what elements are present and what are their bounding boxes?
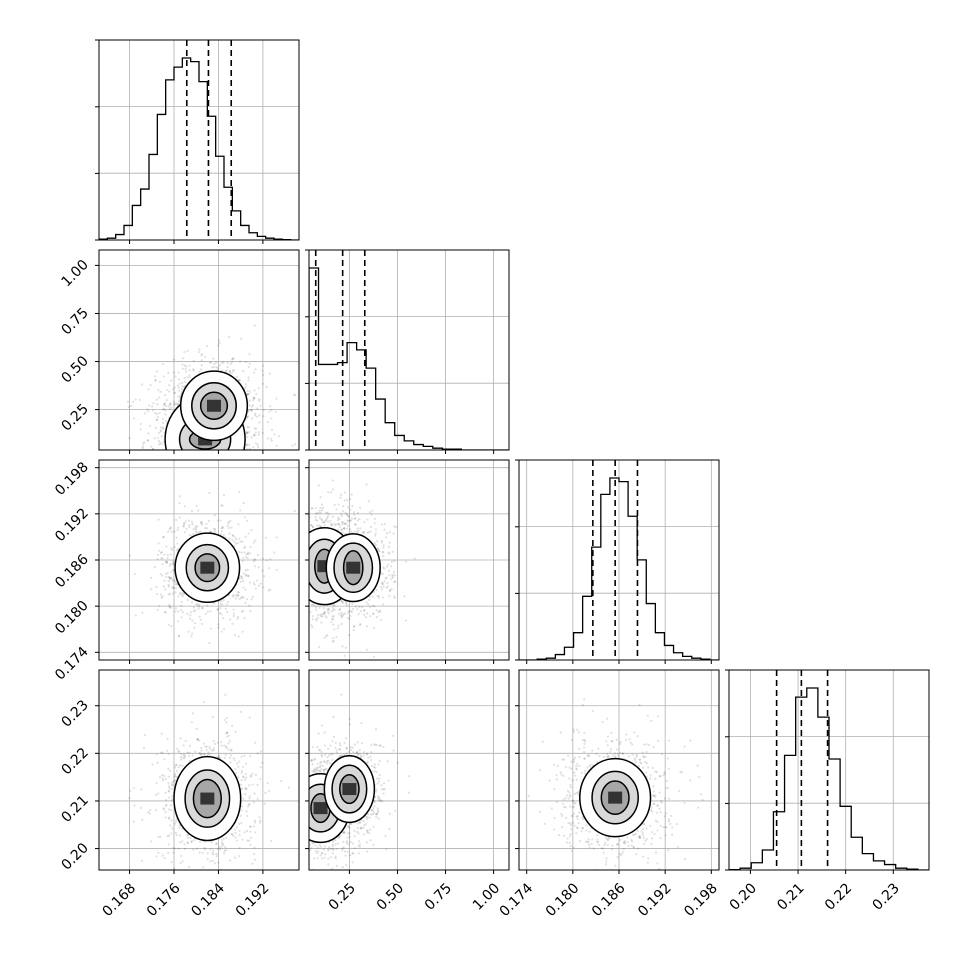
panel-0-0	[95, 39, 300, 244]
panel-frame	[98, 669, 300, 871]
y-tick-label: 0.186	[52, 551, 92, 591]
histogram-2	[519, 477, 719, 660]
panel-2-2	[515, 459, 720, 664]
panel-frame	[98, 249, 300, 451]
panel-1-1	[305, 249, 510, 454]
panel-frame	[308, 249, 510, 451]
panel-3-3: 0.20 0.21 0.22 0.23	[725, 669, 930, 914]
panel-3-2: 0.174 0.180 0.186 0.192 0.198	[497, 669, 721, 920]
density-peak	[342, 783, 357, 796]
panel-content	[128, 693, 291, 870]
panel-2-1	[305, 459, 510, 664]
x-tick-label: 0.184	[188, 880, 228, 920]
y-tick-label: 0.192	[52, 505, 92, 545]
y-tick-label: 0.198	[52, 459, 92, 499]
histogram-3	[729, 687, 929, 870]
panel-3-1: 0.25 0.50 0.75 1.00	[305, 669, 510, 914]
x-tick-label: 0.168	[100, 880, 140, 920]
density-peak	[313, 802, 328, 815]
x-tick-label: 0.20	[727, 880, 760, 913]
y-tick-label: 0.22	[58, 745, 91, 778]
y-tick-label: 1.00	[58, 257, 91, 290]
y-tick-label: 0.20	[58, 840, 91, 873]
x-tick-label: 0.75	[422, 880, 455, 913]
panel-content	[99, 40, 299, 240]
y-tick-label: 0.180	[52, 598, 92, 638]
panel-content	[128, 490, 296, 645]
panel-content	[527, 698, 704, 870]
x-tick-label: 0.21	[774, 880, 807, 913]
x-tick-label: 0.176	[144, 880, 184, 920]
panel-content	[729, 670, 929, 870]
density-peak	[608, 791, 623, 804]
density-peak	[200, 792, 215, 805]
panel-frame	[308, 669, 510, 871]
x-tick-label: 0.174	[497, 880, 537, 920]
y-tick-label: 0.21	[58, 792, 91, 825]
y-tick-label: 0.23	[58, 697, 91, 730]
x-tick-label: 0.192	[233, 880, 273, 920]
x-tick-label: 0.186	[589, 880, 629, 920]
x-tick-label: 0.23	[870, 880, 903, 913]
x-tick-label: 0.22	[822, 880, 855, 913]
panel-content	[519, 460, 719, 660]
density-peak	[207, 399, 221, 412]
x-tick-label: 0.198	[681, 880, 721, 920]
y-tick-label: 0.75	[58, 305, 91, 338]
panel-3-0: 0.168 0.176 0.184 0.192 0.20 0.21 0.22 0.23	[58, 669, 300, 920]
density-peak	[200, 561, 215, 574]
y-tick-label: 0.50	[58, 353, 91, 386]
panel-content	[309, 479, 416, 659]
panel-content	[126, 324, 297, 450]
histogram-0	[99, 57, 299, 240]
x-tick-label: 0.25	[326, 880, 359, 913]
histogram-1	[309, 267, 509, 450]
panel-frame	[728, 669, 930, 871]
x-tick-label: 0.180	[543, 880, 583, 920]
panel-content	[309, 250, 509, 450]
panel-content	[309, 693, 411, 870]
y-tick-label: 0.174	[52, 644, 92, 684]
y-tick-label: 0.25	[58, 401, 91, 434]
panel-frame	[98, 39, 300, 241]
x-tick-label: 0.50	[374, 880, 407, 913]
panel-2-0: 0.174 0.180 0.186 0.192 0.198	[52, 459, 300, 684]
density-peak	[346, 561, 361, 574]
x-tick-label: 0.192	[635, 880, 675, 920]
